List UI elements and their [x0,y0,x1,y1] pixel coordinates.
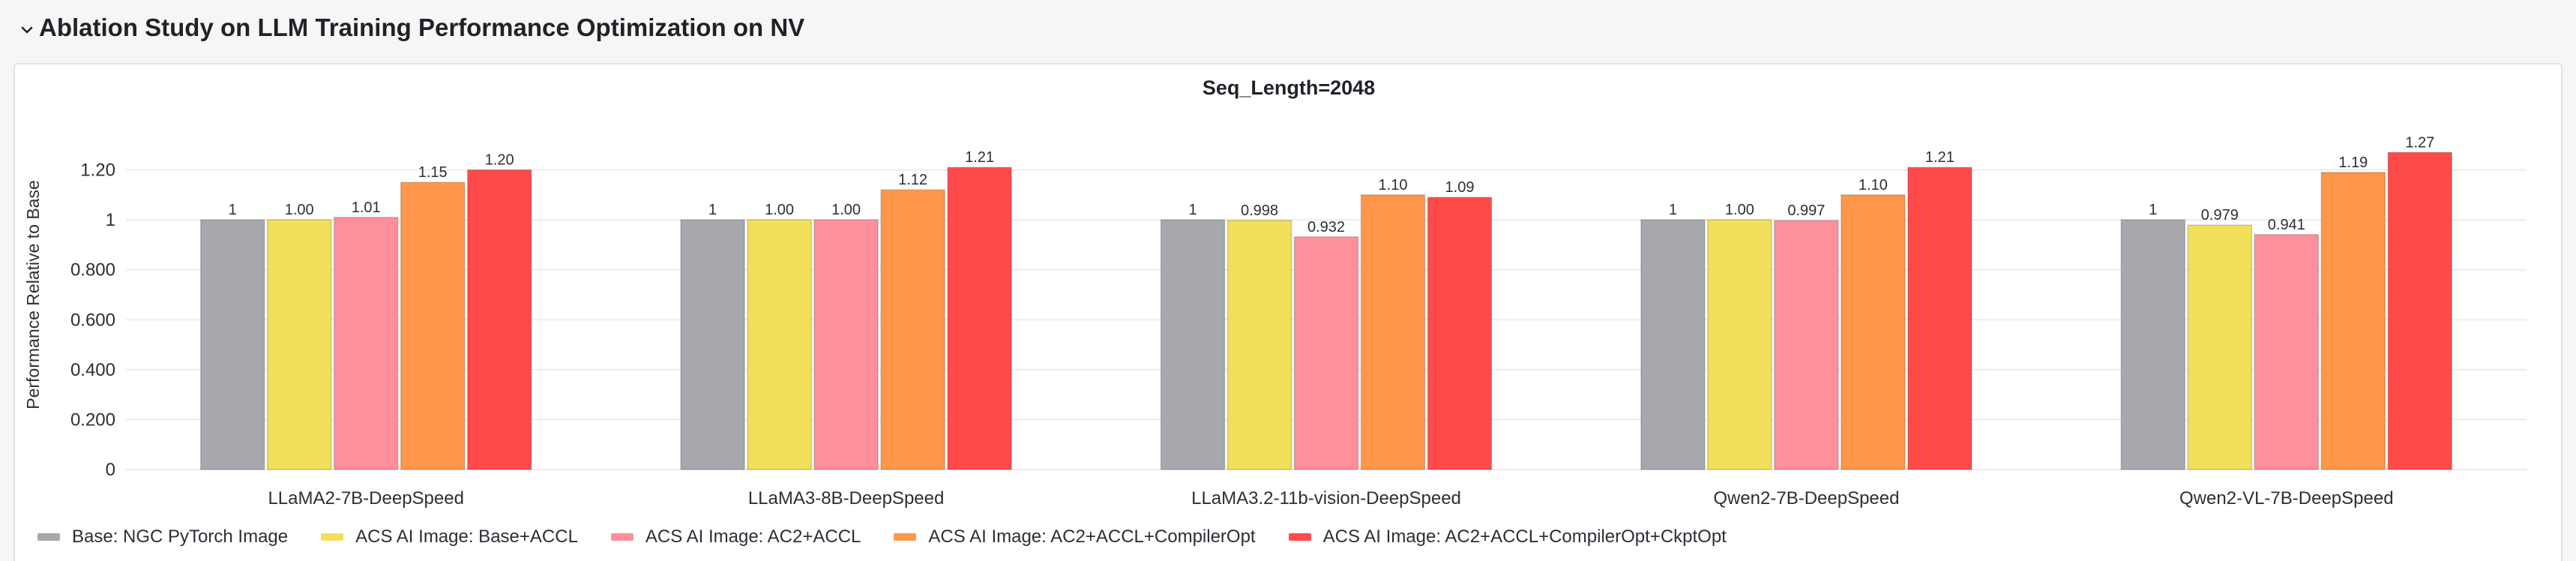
bar [1427,196,1493,470]
legend-item[interactable]: ACS AI Image: Base+ACCL [321,526,578,548]
y-tick-label: 0.400 [70,360,115,380]
chevron-down-icon[interactable] [19,22,34,38]
bar [747,219,812,470]
bar [2254,234,2320,470]
y-tick-label: 1 [106,210,115,230]
legend-item[interactable]: ACS AI Image: AC2+ACCL+CompilerOpt [894,526,1256,548]
y-axis-label: Performance Relative to Base [23,180,43,410]
x-tick-label: Qwen2-7B-DeepSpeed [1713,488,1899,508]
data-label: 0.998 [1241,202,1278,219]
data-label: 1.00 [1725,202,1754,218]
legend-swatch [894,533,917,541]
data-label: 1.21 [1925,149,1954,166]
y-tick-label: 0.800 [70,260,115,280]
chart-legend: Base: NGC PyTorch Image ACS AI Image: Bas… [37,522,1727,552]
data-label: 1.21 [965,149,994,166]
bar [400,182,466,470]
bar [813,219,879,470]
legend-item[interactable]: Base: NGC PyTorch Image [37,526,288,548]
legend-swatch [37,533,60,541]
bar [880,189,945,470]
bar [1227,220,1292,470]
data-label: 1.19 [2338,154,2368,171]
x-tick-label: LLaMA3.2-11b-vision-DeepSpeed [1191,488,1461,508]
bar [2120,219,2186,470]
legend-label: Base: NGC PyTorch Image [72,526,289,547]
data-label: 0.997 [1787,202,1825,219]
data-label: 1.00 [831,202,861,218]
data-label: 0.941 [2268,217,2305,233]
bar [1707,219,1772,470]
bar [333,217,399,470]
x-tick-label: Qwen2-VL-7B-DeepSpeed [2179,488,2394,508]
bar [466,169,532,470]
bar [1907,166,1972,470]
data-label: 1 [2149,202,2157,218]
chart-title: Seq_Length=2048 [1203,76,1375,99]
y-tick-label: 0.200 [70,410,115,430]
section-header: Ablation Study on LLM Training Performan… [0,0,2576,60]
data-label: 1.01 [352,200,381,216]
bar [947,166,1012,470]
data-label: 1.20 [485,152,514,169]
y-tick-label: 1.20 [80,160,115,181]
x-tick-label: LLaMA3-8B-DeepSpeed [748,488,945,508]
legend-label: ACS AI Image: Base+ACCL [355,526,578,547]
data-label: 1.12 [898,172,927,188]
data-label: 1 [1669,202,1677,218]
legend-label: ACS AI Image: AC2+ACCL+CompilerOpt [928,526,1256,547]
legend-label: ACS AI Image: AC2+ACCL+CompilerOpt+CkptO… [1322,526,1727,547]
bar [1640,219,1706,470]
data-label: 0.979 [2201,207,2239,224]
legend-label: ACS AI Image: AC2+ACCL [645,526,861,547]
section-title: Ablation Study on LLM Training Performan… [39,14,805,41]
data-label: 1.00 [765,202,794,218]
bar [1160,219,1226,470]
data-label: 1 [1188,202,1197,218]
bar [2320,172,2386,470]
data-label: 1.15 [418,164,448,181]
bar [1774,220,1839,470]
legend-item[interactable]: ACS AI Image: AC2+ACCL [610,526,861,548]
legend-swatch [1288,533,1311,541]
data-label: 1.10 [1859,177,1888,194]
y-tick-label: 0.600 [70,310,115,330]
data-label: 1.27 [2405,134,2434,151]
x-tick-label: LLaMA2-7B-DeepSpeed [268,488,464,508]
bar [2187,224,2253,470]
bar [1360,194,1426,470]
bar [199,219,265,470]
bar [2387,152,2453,470]
bar [1841,194,1906,470]
bar [266,219,332,470]
bar [680,219,745,470]
data-label: 1.00 [285,202,314,218]
y-tick-label: 0 [106,460,115,480]
data-label: 1.09 [1445,179,1475,196]
data-label: 1 [229,202,237,218]
data-label: 1.10 [1379,177,1408,194]
data-label: 0.932 [1307,219,1345,236]
bar [1293,236,1359,470]
legend-swatch [321,533,344,541]
data-label: 1 [708,202,717,218]
legend-swatch [610,533,634,541]
legend-item[interactable]: ACS AI Image: AC2+ACCL+CompilerOpt+CkptO… [1288,526,1727,548]
